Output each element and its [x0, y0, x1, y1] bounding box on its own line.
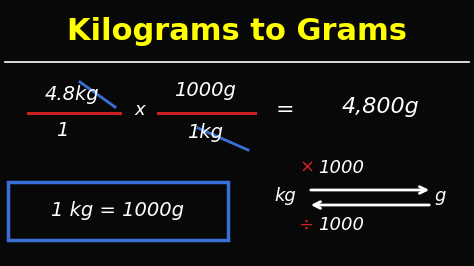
Text: ×: ×: [300, 159, 315, 177]
Text: kg: kg: [274, 187, 296, 205]
Text: Kilograms to Grams: Kilograms to Grams: [67, 18, 407, 47]
Text: 1000g: 1000g: [174, 81, 236, 99]
Text: 1: 1: [56, 120, 68, 139]
Text: =: =: [276, 100, 294, 120]
Text: 4.8kg: 4.8kg: [45, 85, 100, 105]
Text: g: g: [434, 187, 446, 205]
Text: x: x: [135, 101, 146, 119]
Text: 1000: 1000: [318, 216, 364, 234]
Bar: [8, 182, 228, 240]
Text: 1kg: 1kg: [187, 123, 223, 143]
Text: ÷: ÷: [298, 216, 313, 234]
Text: 4,800g: 4,800g: [341, 97, 419, 117]
Text: 1 kg = 1000g: 1 kg = 1000g: [52, 202, 184, 221]
Text: 1000: 1000: [318, 159, 364, 177]
